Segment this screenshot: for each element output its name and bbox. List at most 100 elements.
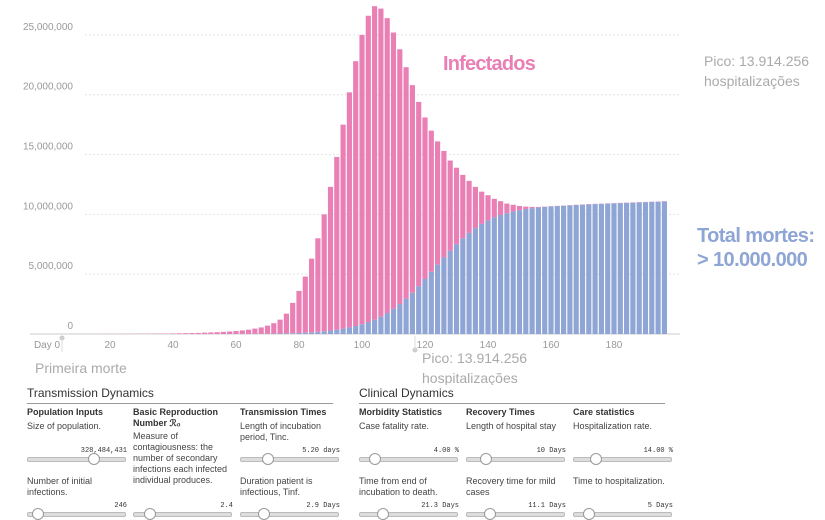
column-title: Care statistics bbox=[573, 407, 673, 418]
slider-knob[interactable] bbox=[480, 453, 492, 465]
x-tick-label: 100 bbox=[354, 340, 371, 351]
slider-track[interactable] bbox=[573, 457, 672, 462]
slider-track[interactable] bbox=[466, 512, 565, 517]
bar-segment bbox=[347, 92, 352, 327]
bar-segment bbox=[561, 206, 566, 334]
control-description: Length of hospital stay bbox=[466, 421, 566, 432]
slider-knob[interactable] bbox=[88, 453, 100, 465]
slider-knob[interactable] bbox=[369, 453, 381, 465]
bar-segment bbox=[448, 161, 453, 251]
bar-segment bbox=[404, 67, 409, 298]
bar-segment bbox=[265, 326, 270, 334]
bar-segment bbox=[328, 187, 333, 331]
chart: 05,000,00010,000,00015,000,00020,000,000… bbox=[0, 0, 825, 385]
bar-segment bbox=[397, 304, 402, 334]
bar-segment bbox=[391, 33, 396, 309]
column-title: Recovery Times bbox=[466, 407, 566, 418]
annotation: hospitalizações bbox=[422, 370, 518, 385]
slider-track[interactable] bbox=[573, 512, 672, 517]
bar-segment bbox=[441, 257, 446, 334]
bar-segment bbox=[630, 203, 635, 334]
bar-segment bbox=[296, 291, 301, 333]
bar-segment bbox=[517, 210, 522, 334]
bar-segment bbox=[347, 327, 352, 334]
bar-segment bbox=[467, 181, 472, 233]
slider-track[interactable] bbox=[359, 512, 458, 517]
bar-segment bbox=[359, 35, 364, 324]
control-value: 2.9 Days bbox=[306, 501, 340, 512]
control-value: 10 Days bbox=[537, 446, 566, 457]
bar-segment bbox=[429, 272, 434, 334]
bar-segment bbox=[359, 324, 364, 334]
bar-segment bbox=[473, 228, 478, 334]
bar-segment bbox=[284, 314, 289, 334]
control-value: 14.00 % bbox=[644, 446, 673, 457]
bar-segment bbox=[435, 265, 440, 334]
bar-segment bbox=[177, 333, 182, 334]
bar-segment bbox=[353, 61, 358, 326]
y-tick-label: 5,000,000 bbox=[29, 261, 74, 272]
bar-segment bbox=[429, 131, 434, 272]
bar-segment bbox=[315, 332, 320, 334]
bar-segment bbox=[372, 320, 377, 334]
control-value: 11.1 Days bbox=[528, 501, 566, 512]
bar-segment bbox=[643, 202, 648, 334]
slider-track[interactable] bbox=[133, 512, 232, 517]
control-description: Hospitalization rate. bbox=[573, 421, 673, 432]
bar-segment bbox=[624, 203, 629, 334]
bar-segment bbox=[649, 202, 654, 334]
control-value: 5.20 days bbox=[302, 446, 340, 457]
bar-segment bbox=[391, 309, 396, 334]
bar-segment bbox=[208, 332, 213, 334]
control-description: Length of incubation period, Tinc. bbox=[240, 421, 340, 443]
bar-segment bbox=[536, 207, 541, 334]
x-tick-label: 20 bbox=[104, 340, 116, 351]
bar-segment bbox=[586, 204, 591, 334]
annotation: Total mortes: bbox=[697, 225, 814, 247]
bar-segment bbox=[422, 279, 427, 334]
slider-track[interactable] bbox=[240, 457, 339, 462]
bar-segment bbox=[404, 299, 409, 334]
bar-segment bbox=[593, 204, 598, 334]
bar-segment bbox=[511, 211, 516, 334]
bar-segment bbox=[309, 259, 314, 333]
slider-track[interactable] bbox=[27, 457, 126, 462]
bar-segment bbox=[334, 330, 339, 334]
slider-track[interactable] bbox=[240, 512, 339, 517]
bar-segment bbox=[416, 102, 421, 286]
slider-knob[interactable] bbox=[590, 453, 602, 465]
slider-track[interactable] bbox=[27, 512, 126, 517]
bar-segment bbox=[183, 333, 188, 334]
bar-segment bbox=[611, 203, 616, 334]
slider-knob[interactable] bbox=[262, 453, 274, 465]
bar-segment bbox=[309, 332, 314, 334]
bar-segment bbox=[637, 202, 642, 334]
slider-track[interactable] bbox=[359, 457, 458, 462]
x-tick-label: 180 bbox=[606, 340, 623, 351]
bar-segment bbox=[271, 323, 276, 333]
bar-segment bbox=[378, 9, 383, 317]
bar-segment bbox=[485, 195, 490, 220]
x-tick-label: 40 bbox=[167, 340, 179, 351]
slider-track[interactable] bbox=[466, 457, 565, 462]
bar-segment bbox=[315, 238, 320, 332]
bar-segment bbox=[555, 206, 560, 334]
bar-segment bbox=[467, 233, 472, 334]
control-value: 21.3 Days bbox=[421, 501, 459, 512]
bar-segment bbox=[492, 217, 497, 334]
bar-segment bbox=[334, 157, 339, 330]
bar-segment bbox=[353, 326, 358, 334]
bar-segment bbox=[341, 329, 346, 334]
bar-segment bbox=[492, 199, 497, 218]
bar-segment bbox=[498, 201, 503, 215]
bar-segment bbox=[460, 175, 465, 238]
bar-segment bbox=[479, 224, 484, 334]
bar-segment bbox=[548, 206, 553, 334]
bar-segment bbox=[448, 251, 453, 334]
series-label: Infectados bbox=[443, 53, 536, 75]
